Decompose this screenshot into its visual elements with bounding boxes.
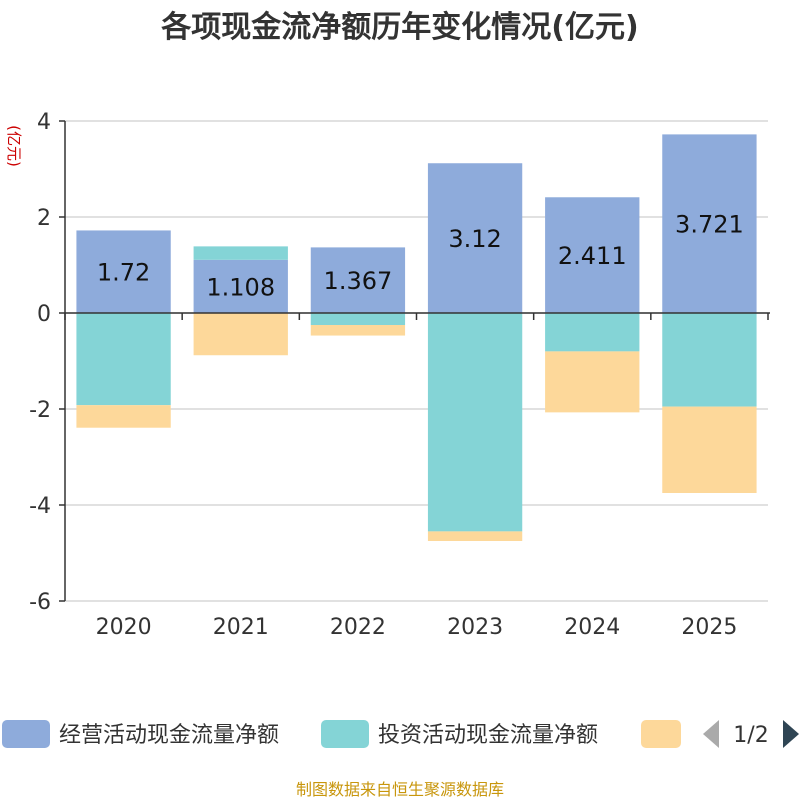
legend-page-indicator: 1/2 — [733, 723, 768, 748]
y-tick-label-4: 4 — [37, 110, 51, 135]
x-tick-label-2021: 2021 — [213, 615, 269, 640]
y-tick-label--4: -4 — [29, 494, 51, 519]
axes: 4 2 0 -2 -4 -6 2020 2021 2022 2023 2024 2025 — [29, 110, 770, 640]
legend-label-operating: 经营活动现金流量净额 — [59, 723, 279, 748]
bar-2023-series-2 — [427, 531, 523, 541]
bar-2023-series-0 — [427, 163, 523, 313]
data-label-2025: 3.721 — [675, 211, 744, 239]
bar-2020-series-1 — [76, 313, 171, 406]
bars — [76, 134, 757, 541]
bar-2025-series-1 — [662, 313, 757, 407]
data-label-2022: 1.367 — [324, 267, 393, 295]
bar-2025-series-2 — [662, 406, 757, 493]
bar-2022-series-0 — [310, 247, 406, 313]
legend-item-operating[interactable]: 经营活动现金流量净额 — [2, 720, 279, 748]
bar-2022-series-2 — [310, 325, 406, 336]
y-tick-label--6: -6 — [29, 590, 51, 615]
bar-2024-series-2 — [545, 351, 640, 413]
bar-2021-series-1 — [193, 246, 288, 260]
bar-2020-series-0 — [76, 230, 171, 313]
bar-2024-series-1 — [545, 313, 640, 352]
data-label-2024: 2.411 — [558, 242, 627, 270]
data-label-2020: 1.72 — [97, 259, 150, 287]
legend-item-financing[interactable] — [641, 720, 681, 748]
legend-swatch-operating — [2, 720, 50, 748]
bar-2023-series-1 — [427, 313, 523, 532]
data-label-2023: 3.12 — [448, 225, 501, 253]
legend-prev-page-icon[interactable] — [703, 720, 719, 748]
x-tick-label-2023: 2023 — [447, 615, 503, 640]
bar-2022-series-1 — [310, 313, 406, 325]
y-tick-label-0: 0 — [37, 302, 51, 327]
bar-2025-series-0 — [662, 134, 757, 313]
data-source-note: 制图数据来自恒生聚源数据库 — [296, 780, 504, 799]
bar-2021-series-2 — [193, 313, 288, 356]
legend-item-investing[interactable]: 投资活动现金流量净额 — [321, 720, 598, 748]
bar-2020-series-2 — [76, 405, 171, 428]
legend-swatch-investing — [321, 720, 369, 748]
chart-title: 各项现金流净额历年变化情况(亿元) — [160, 10, 638, 45]
y-axis-unit: (亿元) — [5, 125, 23, 167]
data-labels: 1.72 1.108 1.367 3.12 2.411 3.721 — [97, 211, 744, 302]
y-tick-label--2: -2 — [29, 398, 51, 423]
legend: 经营活动现金流量净额 投资活动现金流量净额 1/2 — [2, 720, 799, 748]
legend-next-page-icon[interactable] — [783, 720, 799, 748]
x-tick-label-2025: 2025 — [681, 615, 737, 640]
legend-label-investing: 投资活动现金流量净额 — [378, 723, 598, 748]
bar-2021-series-0 — [193, 259, 288, 313]
y-tick-label-2: 2 — [37, 206, 51, 231]
x-tick-label-2024: 2024 — [564, 615, 620, 640]
data-label-2021: 1.108 — [206, 273, 275, 301]
bar-2024-series-0 — [545, 197, 640, 313]
x-tick-label-2020: 2020 — [96, 615, 152, 640]
legend-swatch-financing — [641, 720, 681, 748]
x-tick-label-2022: 2022 — [330, 615, 386, 640]
